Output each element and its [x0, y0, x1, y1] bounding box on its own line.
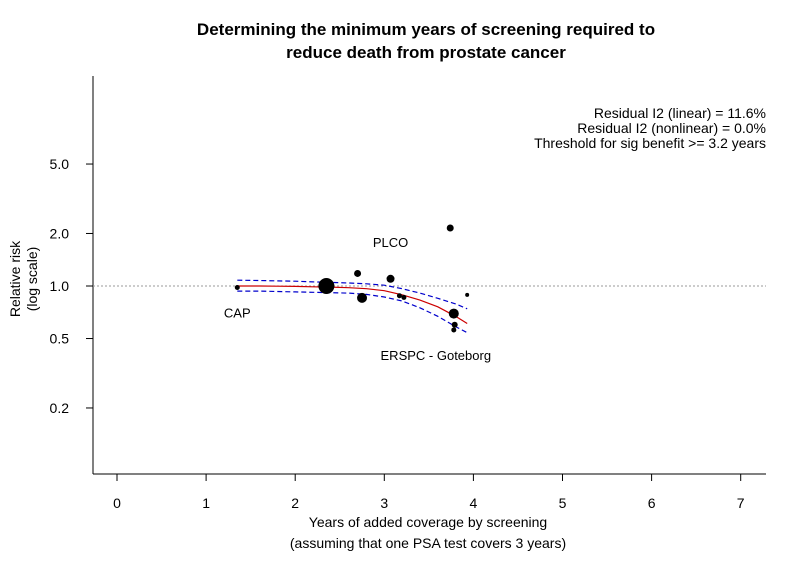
chart-title-line-2: reduce death from prostate cancer — [286, 43, 566, 62]
x-tick-label: 0 — [113, 495, 121, 511]
data-point — [465, 292, 470, 297]
stats-line-1: Residual I2 (linear) = 11.6% — [594, 105, 766, 121]
x-axis-ticks: 0 1 2 3 4 5 6 7 — [113, 474, 745, 511]
data-points — [234, 224, 470, 333]
data-point — [451, 321, 458, 328]
chart-title-line-1: Determining the minimum years of screeni… — [197, 20, 655, 39]
annotation-label: ERSPC - Goteborg — [381, 348, 492, 363]
upper-confidence-line — [237, 279, 468, 310]
y-tick-label: 0.5 — [50, 331, 70, 347]
data-point — [451, 327, 457, 333]
fitted-line — [237, 285, 468, 325]
y-tick-label: 5.0 — [50, 156, 70, 172]
y-tick-label: 1.0 — [50, 278, 70, 294]
x-tick-label: 3 — [380, 495, 388, 511]
series-lines — [237, 279, 468, 334]
y-tick-label: 2.0 — [50, 225, 70, 241]
data-point — [401, 294, 407, 300]
annotations: CAP PLCO ERSPC - Goteborg — [224, 235, 491, 363]
data-point — [396, 293, 402, 299]
x-axis-title-line-2: (assuming that one PSA test covers 3 yea… — [290, 535, 566, 551]
data-point — [386, 274, 395, 283]
data-point — [354, 269, 362, 277]
y-axis-title-line-1: Relative risk — [7, 240, 23, 317]
data-point — [318, 278, 335, 294]
x-tick-label: 4 — [470, 495, 478, 511]
data-point — [448, 308, 459, 319]
x-tick-label: 7 — [737, 495, 745, 511]
x-tick-label: 6 — [648, 495, 656, 511]
data-point — [446, 224, 454, 232]
data-point — [234, 285, 240, 291]
stats-line-3: Threshold for sig benefit >= 3.2 years — [534, 135, 766, 151]
x-tick-label: 5 — [559, 495, 567, 511]
y-axis-title: Relative risk (log scale) — [7, 240, 40, 317]
annotation-label: CAP — [224, 306, 251, 321]
x-axis-title-line-1: Years of added coverage by screening — [309, 514, 547, 530]
x-tick-label: 1 — [202, 495, 210, 511]
x-tick-label: 2 — [291, 495, 299, 511]
x-axis-title: Years of added coverage by screening (as… — [290, 514, 566, 551]
y-tick-label: 0.2 — [50, 400, 70, 416]
stats-line-2: Residual I2 (nonlinear) = 0.0% — [577, 120, 766, 136]
annotation-label: PLCO — [373, 235, 408, 250]
y-axis-title-line-2: (log scale) — [24, 247, 40, 312]
chart-title: Determining the minimum years of screeni… — [197, 20, 655, 62]
y-axis-ticks: 0.2 0.5 1.0 2.0 5.0 — [50, 156, 93, 416]
lower-confidence-line — [237, 290, 468, 334]
data-point — [357, 292, 368, 303]
stats-legend: Residual I2 (linear) = 11.6% Residual I2… — [534, 105, 766, 151]
